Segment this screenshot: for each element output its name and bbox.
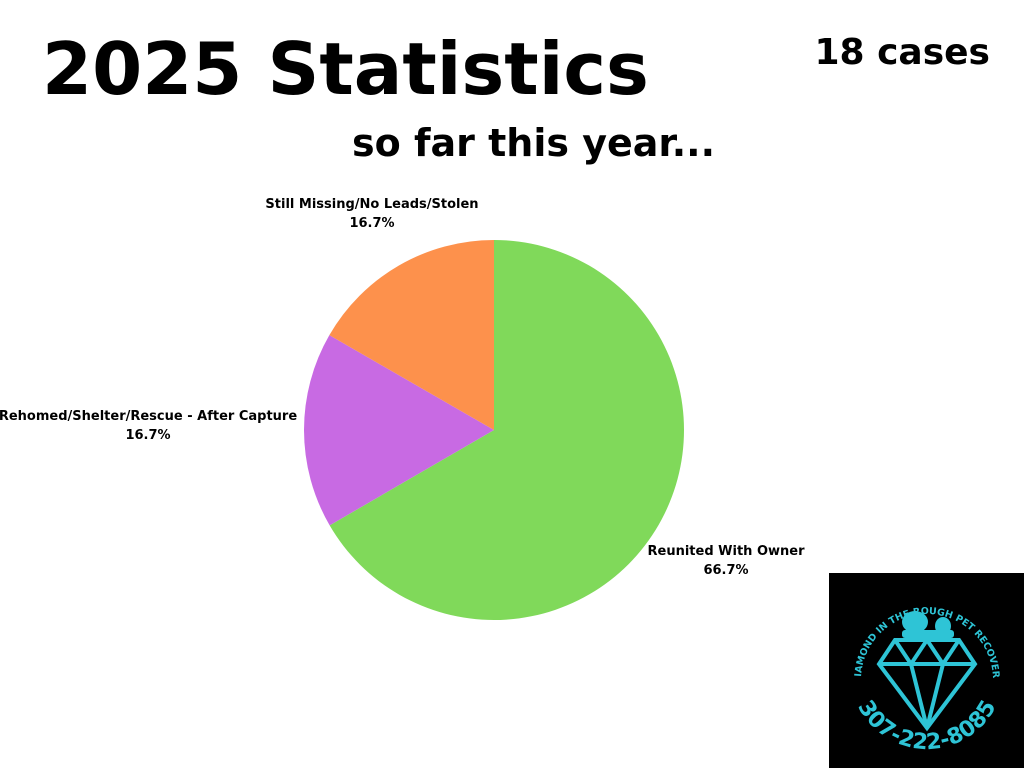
slice-value-label: 66.7% [703,563,748,578]
pie-slice [329,240,685,620]
logo-background [829,573,1024,768]
slice-label: Still Missing/No Leads/Stolen [265,197,478,212]
slice-value-label: 16.7% [125,428,170,443]
pie-slice [303,335,494,526]
pie: Reunited With Owner 66.7% Rehomed/Shelter/… [0,197,805,620]
chart-subtitle: so far this year... [352,121,715,165]
case-count: 18 cases [814,32,990,73]
slice-label: Reunited With Owner [648,544,806,559]
logo-diamond [876,636,978,732]
slice-value-label: 16.7% [349,216,394,231]
logo-pets [902,611,954,638]
pie-slice [329,240,494,430]
chart-title: 2025 Statistics [42,27,649,111]
slice-label: Rehomed/Shelter/Rescue - After Capture [0,409,297,424]
